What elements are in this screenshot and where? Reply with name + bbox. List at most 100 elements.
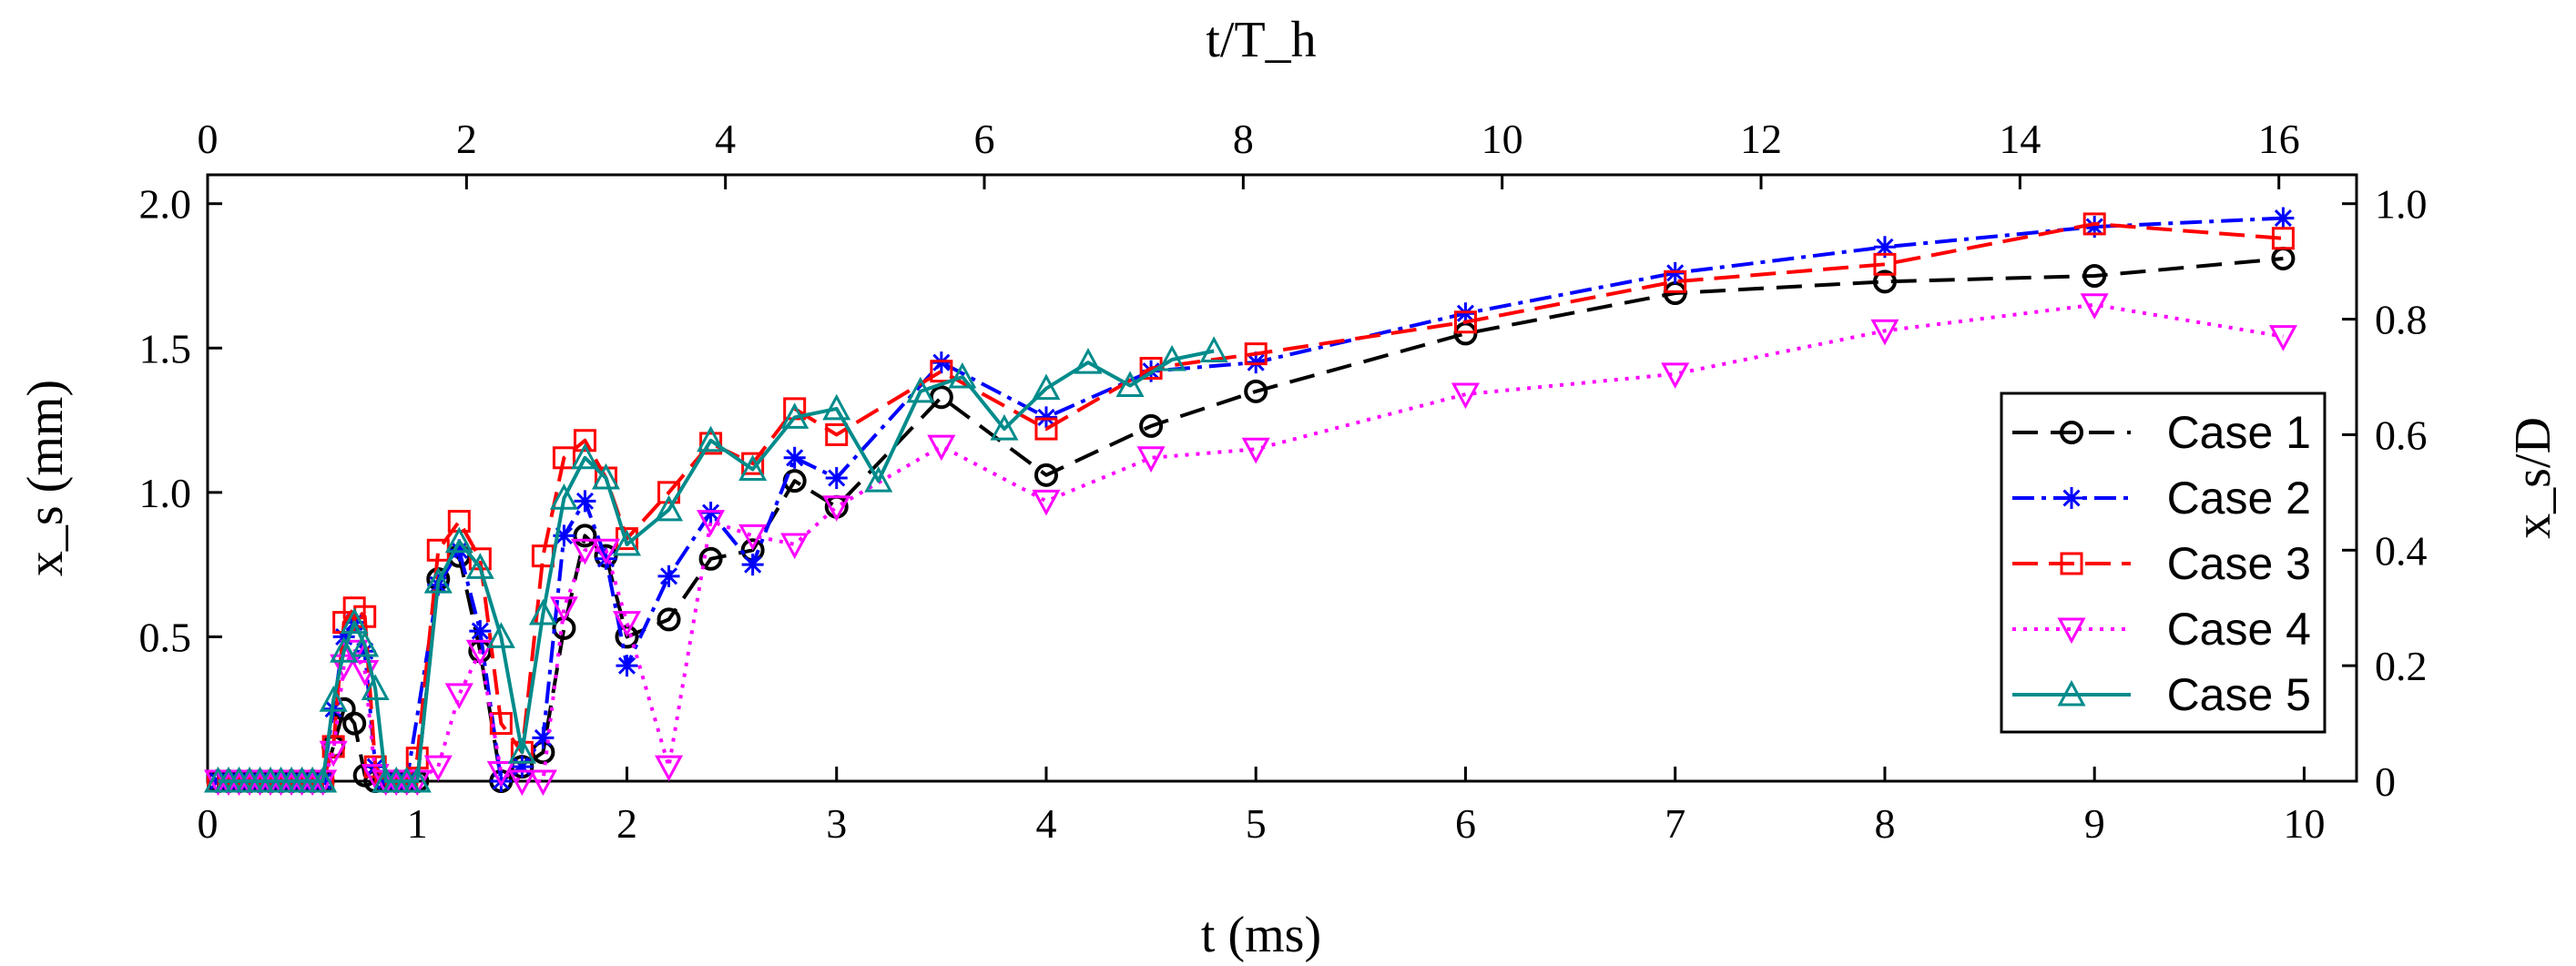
axis-ticks <box>206 175 2357 783</box>
series-line <box>218 349 1215 783</box>
legend-label: Case 3 <box>2167 538 2311 589</box>
data-point <box>507 737 536 764</box>
series-line <box>218 302 2284 783</box>
data-point <box>1661 362 1690 389</box>
x-tick-label: 7 <box>1665 800 1685 847</box>
data-point <box>1136 446 1166 473</box>
star-stroke <box>575 492 594 510</box>
data-point <box>780 402 809 429</box>
data-point <box>1451 382 1480 410</box>
data-point <box>423 567 453 594</box>
data-point <box>351 630 380 657</box>
legend-entry: Case 4 <box>2012 604 2311 655</box>
top-axis-label: t/T_h <box>1206 12 1316 68</box>
x-tick-label: 6 <box>1455 800 1476 847</box>
data-point <box>1244 379 1268 403</box>
data-point <box>553 524 575 547</box>
data-point <box>1034 417 1058 441</box>
data-point <box>780 533 809 560</box>
star-stroke <box>471 622 489 640</box>
data-point <box>549 596 578 623</box>
x-tick-label: 0 <box>198 800 219 847</box>
data-point <box>507 769 536 797</box>
data-point <box>532 727 555 749</box>
series-5 <box>203 336 1228 793</box>
legend-marker <box>2061 487 2082 509</box>
legend-entry: Case 1 <box>2012 407 2311 458</box>
data-point <box>1032 373 1061 401</box>
data-point <box>699 432 723 455</box>
data-point <box>486 622 515 648</box>
right-tick-label: 0 <box>2375 758 2396 805</box>
data-point <box>1453 310 1477 334</box>
data-point <box>822 495 851 522</box>
plot-frame <box>206 173 2358 783</box>
legend-marker <box>2060 421 2083 444</box>
x-tick-label: 2 <box>616 800 637 847</box>
data-point <box>1157 344 1186 371</box>
data-point <box>1870 319 1899 346</box>
data-point <box>615 527 638 551</box>
data-point <box>490 770 513 792</box>
x-tick-label: 8 <box>1874 800 1895 847</box>
data-point <box>486 760 515 788</box>
data-point <box>552 446 575 470</box>
data-point <box>1034 406 1057 429</box>
x-tick-label: 4 <box>1035 800 1056 847</box>
data-point <box>574 490 596 513</box>
top-tick-label: 14 <box>1999 116 2041 162</box>
data-point <box>1664 269 1687 293</box>
star-stroke <box>617 656 636 675</box>
y-tick-label: 2.0 <box>139 181 192 228</box>
data-point <box>825 422 849 446</box>
data-point <box>423 755 453 782</box>
data-point <box>2082 212 2106 236</box>
legend: Case 1 Case 2 Case 3 Case 4 Case 5 <box>2000 391 2327 734</box>
data-point <box>657 607 681 632</box>
data-point <box>738 454 768 481</box>
star-stroke <box>2274 209 2292 228</box>
star-stroke <box>2062 489 2081 507</box>
data-point <box>1115 371 1145 398</box>
data-point <box>738 524 768 551</box>
data-point <box>1453 321 1478 346</box>
top-tick-label: 8 <box>1233 116 1254 162</box>
data-point <box>340 639 369 666</box>
legend-label: Case 2 <box>2167 473 2311 524</box>
x-axis-label: t (ms) <box>1201 907 1321 963</box>
star-stroke <box>534 728 552 747</box>
x-tick-label: 9 <box>2084 800 2105 847</box>
x-tick-label: 10 <box>2283 800 2325 847</box>
top-tick-label: 2 <box>456 116 477 162</box>
star-stroke <box>744 555 762 574</box>
star-stroke <box>1876 238 1894 256</box>
series-1 <box>206 246 2296 793</box>
data-point <box>657 564 680 587</box>
top-tick-label: 16 <box>2258 116 2300 162</box>
data-point <box>570 442 599 470</box>
top-tick-label: 6 <box>974 116 995 162</box>
data-point <box>1032 489 1061 516</box>
data-point <box>573 524 597 548</box>
data-point <box>698 546 723 571</box>
y-tick-label: 1.0 <box>139 470 192 516</box>
data-point <box>570 538 599 565</box>
data-point <box>528 598 557 625</box>
data-point <box>948 361 977 389</box>
data-point <box>783 446 806 469</box>
data-point <box>1872 269 1897 294</box>
data-point <box>353 605 377 628</box>
data-point <box>1241 437 1270 464</box>
data-point <box>489 712 513 736</box>
star-stroke <box>659 567 678 585</box>
data-point <box>1199 336 1228 362</box>
legend-entry: Case 3 <box>2012 538 2311 589</box>
y-axis-label: x_s (mm) <box>17 380 74 576</box>
data-point <box>573 429 596 452</box>
legend-label: Case 1 <box>2167 407 2311 458</box>
data-point <box>319 686 348 712</box>
data-point <box>591 463 620 490</box>
y-tick-label: 1.5 <box>139 325 192 371</box>
data-point <box>2272 207 2295 229</box>
